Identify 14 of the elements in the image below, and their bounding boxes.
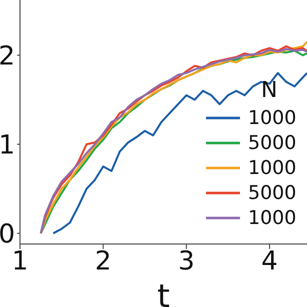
y-tick-label: 0 <box>0 220 15 250</box>
legend-label: 1000 <box>248 206 296 228</box>
x-tick-label: 3 <box>178 246 195 276</box>
legend-title: N <box>260 78 278 103</box>
x-tick-label: 2 <box>94 246 112 276</box>
legend-label: 1000 <box>248 156 296 178</box>
y-tick-label: 2 <box>0 41 15 72</box>
x-tick-label: 4 <box>261 246 278 276</box>
line-series <box>52 72 307 234</box>
x-axis-title: t <box>157 277 170 307</box>
legend-label: 5000 <box>248 132 296 154</box>
y-tick-label: 1 <box>0 130 15 160</box>
legend-label: 1000 <box>248 106 296 128</box>
legend-label: 5000 <box>248 182 296 204</box>
